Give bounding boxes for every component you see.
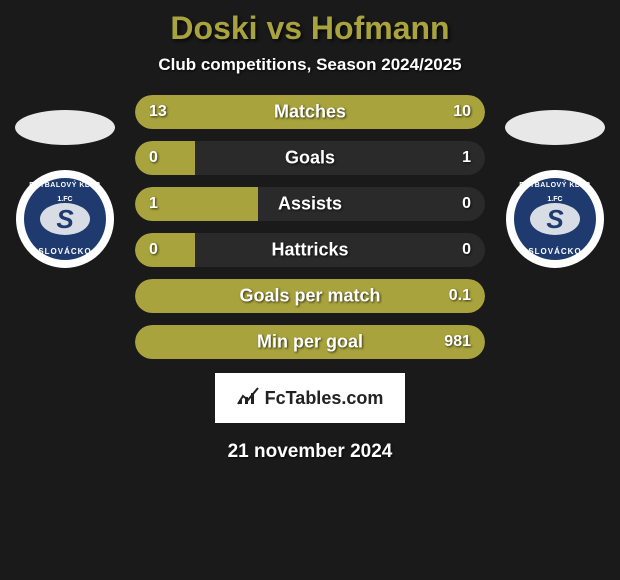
stat-label: Matches xyxy=(274,102,346,123)
stat-label: Min per goal xyxy=(257,332,363,353)
stat-value-right: 981 xyxy=(444,333,471,351)
comparison-card: Doski vs Hofmann Club competitions, Seas… xyxy=(0,0,620,463)
stat-bar: Min per goal 981 xyxy=(135,325,485,359)
stats-bars: 13 Matches 10 0 Goals 1 1 Assists 0 0 Hattricks 0 Go… xyxy=(135,95,485,359)
badge-bottom-text: SLOVÁCKO xyxy=(528,247,581,256)
badge-top-text: FOTBALOVÝ KLUB xyxy=(519,182,591,189)
stat-value-right: 0.1 xyxy=(449,287,471,305)
brand-logo[interactable]: FcTables.com xyxy=(215,373,405,423)
left-player-column: FOTBALOVÝ KLUB 1.FC S SLOVÁCKO xyxy=(10,95,120,268)
right-club-badge: FOTBALOVÝ KLUB 1.FC S SLOVÁCKO xyxy=(506,170,604,268)
stat-label: Goals per match xyxy=(239,286,380,307)
stat-value-left: 0 xyxy=(149,149,158,167)
chart-icon xyxy=(237,387,259,409)
page-title: Doski vs Hofmann xyxy=(0,10,620,47)
stat-label: Goals xyxy=(285,148,335,169)
stat-bar: 0 Goals 1 xyxy=(135,141,485,175)
stat-bar: 13 Matches 10 xyxy=(135,95,485,129)
stat-fill-left xyxy=(135,141,195,175)
stat-value-right: 0 xyxy=(462,195,471,213)
stat-value-right: 1 xyxy=(462,149,471,167)
brand-label: FcTables.com xyxy=(265,388,384,409)
stat-value-left: 13 xyxy=(149,103,167,121)
right-player-column: FOTBALOVÝ KLUB 1.FC S SLOVÁCKO xyxy=(500,95,610,268)
badge-letter: S xyxy=(530,203,580,235)
left-club-badge: FOTBALOVÝ KLUB 1.FC S SLOVÁCKO xyxy=(16,170,114,268)
stat-value-left: 0 xyxy=(149,241,158,259)
left-player-avatar xyxy=(15,110,115,145)
stat-label: Assists xyxy=(278,194,342,215)
stat-bar: 1 Assists 0 xyxy=(135,187,485,221)
badge-top-text: FOTBALOVÝ KLUB xyxy=(29,182,101,189)
date-line: 21 november 2024 xyxy=(0,441,620,463)
badge-bottom-text: SLOVÁCKO xyxy=(38,247,91,256)
badge-mid-text: 1.FC xyxy=(57,196,72,203)
right-player-avatar xyxy=(505,110,605,145)
stat-bar: 0 Hattricks 0 xyxy=(135,233,485,267)
main-area: FOTBALOVÝ KLUB 1.FC S SLOVÁCKO 13 Matches… xyxy=(0,95,620,359)
stat-bar: Goals per match 0.1 xyxy=(135,279,485,313)
stat-value-right: 0 xyxy=(462,241,471,259)
stat-value-right: 10 xyxy=(453,103,471,121)
subtitle: Club competitions, Season 2024/2025 xyxy=(0,55,620,75)
stat-label: Hattricks xyxy=(271,240,348,261)
stat-value-left: 1 xyxy=(149,195,158,213)
badge-mid-text: 1.FC xyxy=(547,196,562,203)
badge-letter: S xyxy=(40,203,90,235)
stat-fill-left xyxy=(135,233,195,267)
